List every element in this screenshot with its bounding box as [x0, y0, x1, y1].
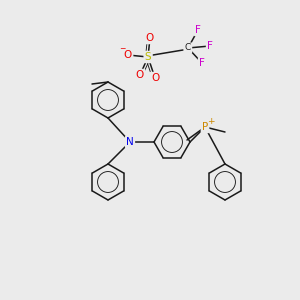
- Text: +: +: [207, 118, 215, 127]
- Text: −: −: [119, 44, 125, 53]
- Text: F: F: [195, 25, 201, 35]
- Text: N: N: [126, 137, 134, 147]
- Text: P: P: [202, 122, 208, 132]
- Text: S: S: [145, 52, 151, 62]
- Text: C: C: [185, 44, 191, 52]
- Text: F: F: [199, 58, 205, 68]
- Text: O: O: [136, 70, 144, 80]
- Text: O: O: [124, 50, 132, 60]
- Text: F: F: [207, 41, 213, 51]
- Text: O: O: [146, 33, 154, 43]
- Text: O: O: [151, 73, 159, 83]
